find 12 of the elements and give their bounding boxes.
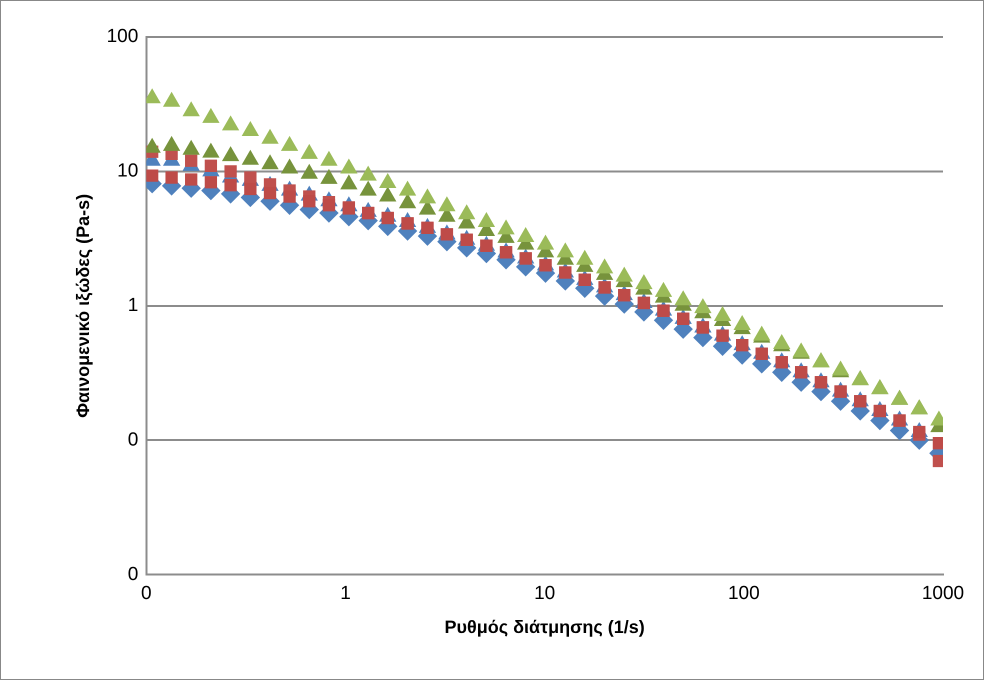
y-tick-label: 0 — [128, 564, 138, 585]
x-tick-label: 0 — [141, 583, 152, 604]
x-tick-label: 10 — [534, 583, 556, 604]
x-tick-label: 1 — [340, 583, 351, 604]
y-tick-label: 0 — [128, 429, 138, 450]
x-axis-title: Ρυθμός διάτμησης (1/s) — [444, 617, 645, 638]
y-tick-label: 1 — [128, 295, 138, 316]
x-tick-label: 1000 — [922, 583, 964, 604]
y-axis-title: Φαινομενικό ιξώδες (Pa-s) — [72, 194, 93, 418]
y-tick-label: 100 — [106, 26, 138, 48]
x-tick-label: 100 — [728, 583, 760, 604]
y-tick-label: 10 — [117, 160, 138, 182]
